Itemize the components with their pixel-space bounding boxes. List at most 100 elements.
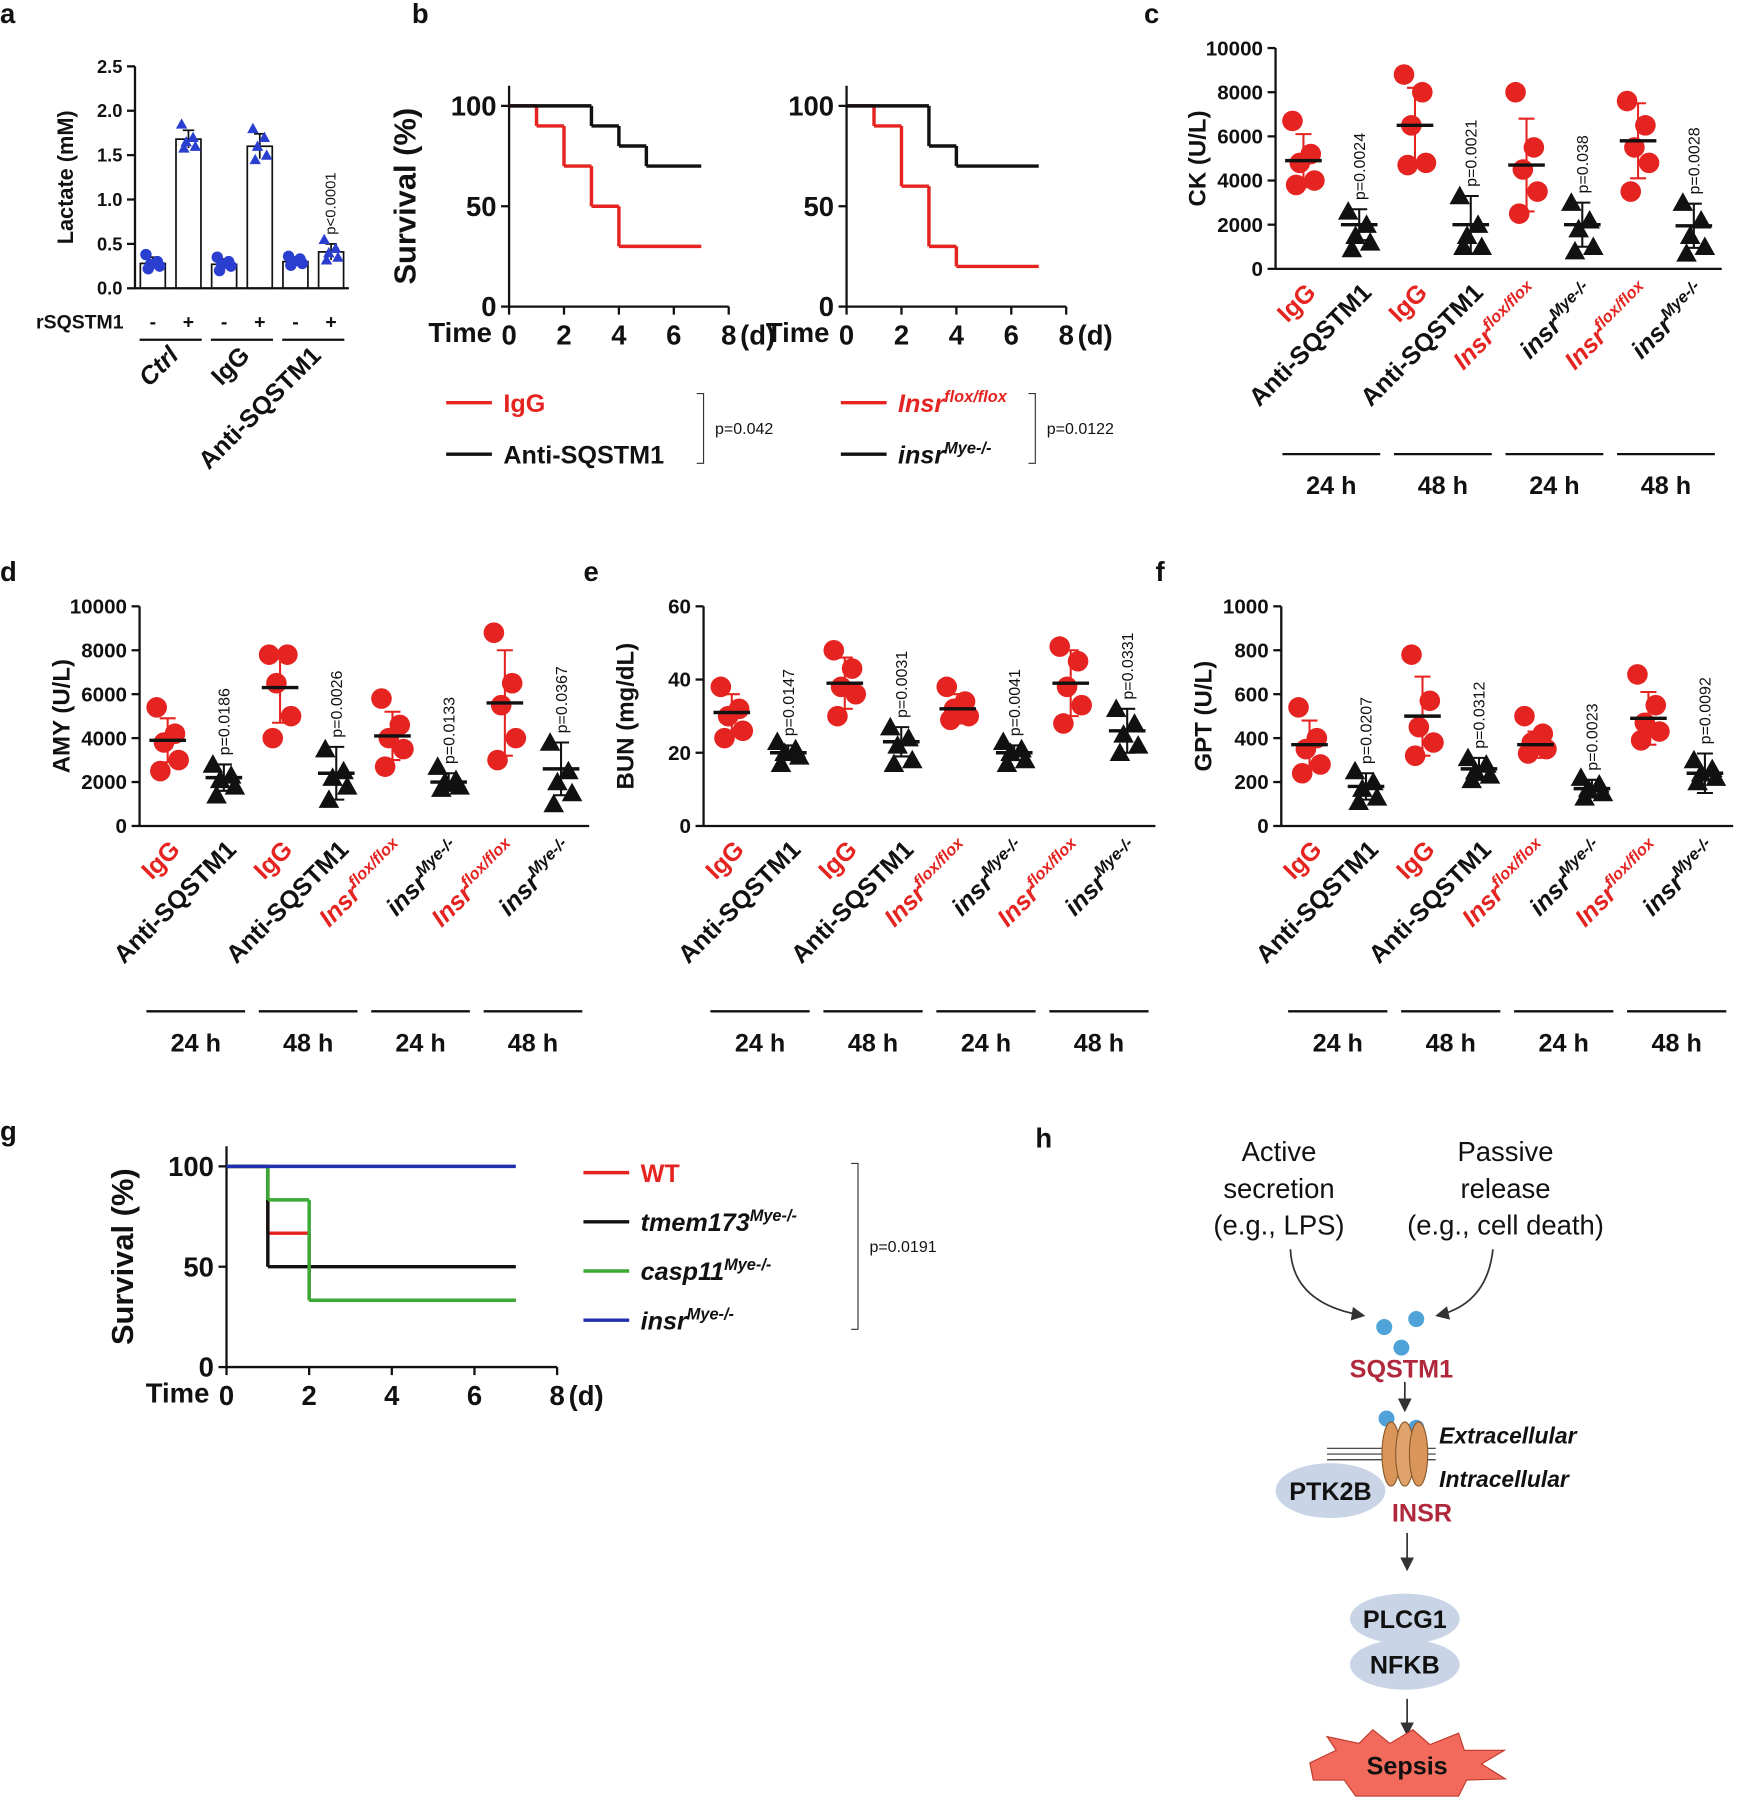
label: IgG [249, 836, 298, 885]
p-value: p=0.0021 [1463, 120, 1480, 187]
x-tick-label: 8 [721, 319, 736, 350]
point [213, 264, 226, 277]
point [225, 260, 237, 272]
treatment-title: rSQSTM1 [36, 311, 124, 333]
y-tick-label: 0 [1252, 258, 1263, 281]
label-main: WT [641, 1160, 681, 1188]
x-tick-label: 4 [949, 319, 965, 350]
point [1505, 81, 1526, 103]
y-tick-label: 800 [1234, 639, 1268, 662]
diagram-text: Passive [1457, 1136, 1553, 1167]
time-label: 24 h [1313, 1029, 1363, 1057]
treatment-label: + [254, 311, 265, 333]
point [393, 738, 414, 760]
y-tick-label: 100 [451, 90, 497, 121]
point [770, 753, 792, 772]
y-tick-label: 2.0 [97, 100, 122, 121]
label-main: IgG [503, 390, 545, 418]
x-tick-label: 6 [666, 319, 681, 350]
p-value: p=0.0041 [1007, 669, 1024, 736]
label-main: IgG [700, 836, 749, 885]
panel-letter: e [583, 556, 598, 587]
point [1415, 152, 1437, 174]
diagram-text: (e.g., cell death) [1407, 1209, 1604, 1240]
point [247, 122, 259, 134]
y-tick-label: 0 [1257, 815, 1268, 838]
time-label: 48 h [1418, 472, 1468, 500]
x-tick-label: 2 [302, 1380, 317, 1411]
time-label: 24 h [735, 1029, 785, 1057]
chart-panel: d 0 2000 4000 6000 8000 10000 AMY (U/L) IgG p=0.0… [0, 556, 590, 1057]
label-sup: Mye-/- [1555, 834, 1601, 880]
point [1408, 716, 1430, 738]
bar [246, 145, 274, 290]
y-tick-label: 2.5 [97, 56, 122, 77]
protein [1349, 1639, 1460, 1690]
x-tick-label: 0 [219, 1380, 234, 1411]
point [260, 149, 273, 160]
x-axis-label: Time [766, 317, 830, 348]
point [1690, 209, 1712, 229]
time-label: 48 h [508, 1029, 558, 1057]
point [1289, 152, 1311, 174]
point [142, 263, 154, 275]
label-sup: Mye-/- [750, 1207, 797, 1225]
ligand-dot [1376, 1319, 1393, 1336]
point [332, 251, 344, 262]
x-tick-label: 0 [839, 319, 854, 350]
point [714, 727, 735, 749]
x-tick-label: 4 [384, 1380, 400, 1411]
point [1423, 732, 1444, 753]
time-label: 24 h [1529, 472, 1579, 500]
y-tick-label: 2000 [81, 771, 127, 794]
diagram-text: Intracellular [1439, 1466, 1570, 1492]
legend-bracket [851, 1162, 859, 1330]
treatment-label: + [325, 311, 336, 333]
point [505, 727, 527, 749]
point [1508, 203, 1530, 224]
point [1285, 174, 1307, 196]
point [1056, 676, 1078, 698]
point [280, 705, 302, 727]
time-label: 48 h [1074, 1029, 1124, 1057]
point [1514, 705, 1535, 727]
point [1419, 690, 1441, 712]
label: tmem173Mye-/- [641, 1207, 797, 1237]
y-tick-label: 40 [668, 669, 691, 692]
label-sup: flox/flox [1023, 833, 1081, 891]
x-axis-unit: (d) [569, 1380, 604, 1411]
point [1359, 232, 1381, 251]
point [547, 771, 568, 791]
p-value: p=0.0031 [894, 651, 911, 718]
point [1561, 192, 1582, 211]
label-main: IgG [1391, 836, 1440, 885]
p-value: p=0.038 [1575, 135, 1592, 193]
label-sup: Mye-/- [978, 834, 1024, 880]
ligand-label: SQSTM1 [1350, 1355, 1453, 1383]
y-tick-label: 50 [183, 1251, 214, 1282]
point [1471, 236, 1493, 255]
point [732, 720, 754, 742]
point [202, 754, 224, 773]
point [266, 672, 287, 694]
panel-letter: c [1144, 0, 1159, 29]
label-main: IgG [249, 836, 298, 885]
y-tick-label: 600 [1234, 683, 1268, 706]
p-value: p=0.0331 [1120, 632, 1137, 699]
point [323, 247, 335, 258]
diagram-text: Extracellular [1439, 1423, 1577, 1449]
panel-letter: a [0, 0, 16, 29]
point [1616, 90, 1638, 112]
point [378, 727, 400, 749]
outcome-shape [1309, 1728, 1508, 1797]
treatment-label: + [183, 311, 194, 333]
point [1310, 754, 1331, 775]
ligand-dot [1393, 1339, 1410, 1356]
label: Insrflox/flox [898, 388, 1008, 418]
p-value: p=0.0186 [217, 688, 234, 755]
time-label: 24 h [1539, 1029, 1589, 1057]
p-value: p=0.0147 [781, 669, 798, 736]
time-label: 24 h [1306, 472, 1356, 500]
x-axis-unit: (d) [740, 319, 775, 350]
